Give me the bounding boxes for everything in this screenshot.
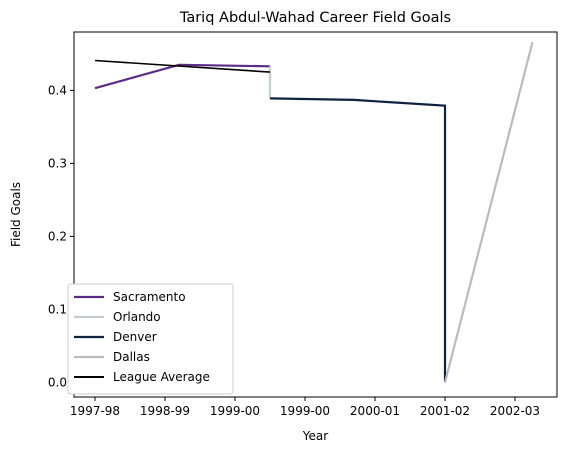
x-tick-label: 1998-99 [140,404,190,418]
y-tick-label: 0.3 [48,156,67,170]
legend-label: League Average [113,370,210,384]
series-line-sacramento [94,63,271,90]
x-tick-label: 1997-98 [70,404,120,418]
legend-label: Denver [113,330,157,344]
x-tick-label: 2002-03 [490,404,540,418]
chart-title: Tariq Abdul-Wahad Career Field Goals [179,10,451,26]
series-layer [94,41,534,383]
y-tick-label: 0.1 [48,302,67,316]
x-tick-label: 2000-01 [350,404,400,418]
series-line-dallas [443,41,534,383]
series-line-league-average [94,59,271,73]
legend: Sacramento Orlando Denver Dallas League Aver… [67,283,234,395]
x-tick-label: 1999-00 [280,404,330,418]
x-axis-label: Year [302,429,328,443]
y-axis-label: Field Goals [9,182,23,247]
series-line-denver [269,97,447,383]
x-tick-label: 1999-00 [210,404,260,418]
plot-frame [73,31,558,398]
y-tick-label: 0.0 [48,375,67,389]
legend-label: Orlando [113,310,161,324]
y-tick-label: 0.2 [48,229,67,243]
y-tick-label: 0.4 [48,83,67,97]
y-axis-ticks: 0.0 0.1 0.2 0.3 0.4 [48,83,74,389]
x-tick-label: 2001-02 [420,404,470,418]
legend-label: Sacramento [113,290,186,304]
x-axis-ticks: 1997-98 1998-99 1999-00 1999-00 2000-01 2001-… [70,397,540,418]
legend-box [67,283,234,395]
legend-label: Dallas [113,350,150,364]
